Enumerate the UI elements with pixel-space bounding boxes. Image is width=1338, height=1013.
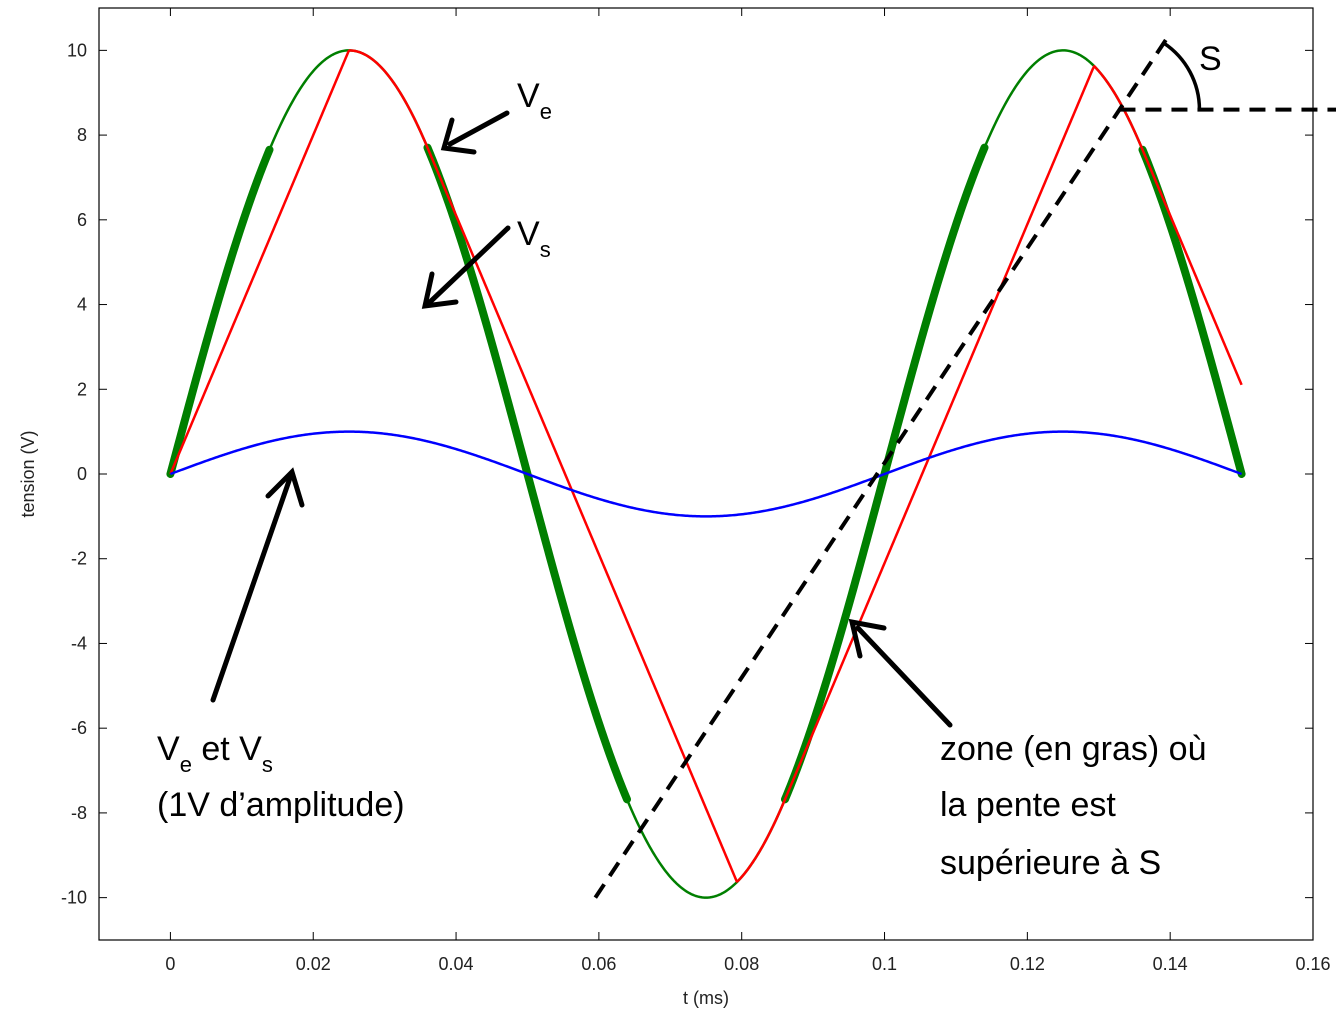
- annotation-arrows: [210, 110, 953, 728]
- x-tick-label: 0.12: [1010, 954, 1045, 974]
- label-zone-line3: supérieure à S: [940, 844, 1161, 882]
- label-ve: Ve: [517, 77, 552, 124]
- series-bold-ve_large: [166, 145, 274, 478]
- label-zone-line2: la pente est: [940, 786, 1116, 824]
- slope-s-line: [593, 32, 1172, 899]
- y-tick-label: -8: [71, 803, 87, 823]
- x-axis-title: t (ms): [683, 988, 729, 1008]
- series-line-ve_vs_small: [169, 430, 1243, 518]
- arrow-small: [210, 467, 305, 703]
- y-tick-label: -10: [61, 888, 87, 908]
- arrow-zone: [848, 618, 953, 728]
- label-zone-line1: zone (en gras) où: [940, 730, 1207, 768]
- tick-group: [99, 8, 1314, 940]
- label-small-line1: Ve et Vs: [157, 730, 273, 777]
- label-vs: Vs: [517, 215, 551, 262]
- tick-label-group: 0 0.02 0.04 0.06 0.08 0.1 0.12 0.14 0.16 -10 -8 -6 -…: [61, 40, 1331, 974]
- x-tick-label: 0.08: [724, 954, 759, 974]
- x-tick-label: 0.02: [296, 954, 331, 974]
- arrow-ve: [440, 110, 510, 155]
- label-s: S: [1199, 40, 1222, 78]
- y-tick-label: 2: [77, 379, 87, 399]
- series-line-vs_large: [169, 49, 1243, 883]
- y-tick-label: 10: [67, 40, 87, 60]
- x-tick-label: 0.1: [872, 954, 897, 974]
- y-tick-label: -4: [71, 633, 87, 653]
- x-tick-label: 0.06: [581, 954, 616, 974]
- y-tick-label: 6: [77, 210, 87, 230]
- x-tick-label: 0: [165, 954, 175, 974]
- y-tick-label: 4: [77, 295, 87, 315]
- y-tick-label: 0: [77, 464, 87, 484]
- angle-arc: [1162, 41, 1202, 110]
- x-tick-label: 0.04: [439, 954, 474, 974]
- y-tick-label: -2: [71, 549, 87, 569]
- series-layer: [166, 49, 1246, 899]
- y-tick-label: 8: [77, 125, 87, 145]
- x-tick-label: 0.16: [1295, 954, 1330, 974]
- x-tick-label: 0.14: [1153, 954, 1188, 974]
- y-tick-label: -6: [71, 718, 87, 738]
- series-bold-ve_large: [1138, 145, 1246, 478]
- y-axis-title: tension (V): [18, 430, 38, 517]
- arrow-vs: [421, 225, 511, 309]
- label-small-line2: (1V d’amplitude): [157, 786, 405, 824]
